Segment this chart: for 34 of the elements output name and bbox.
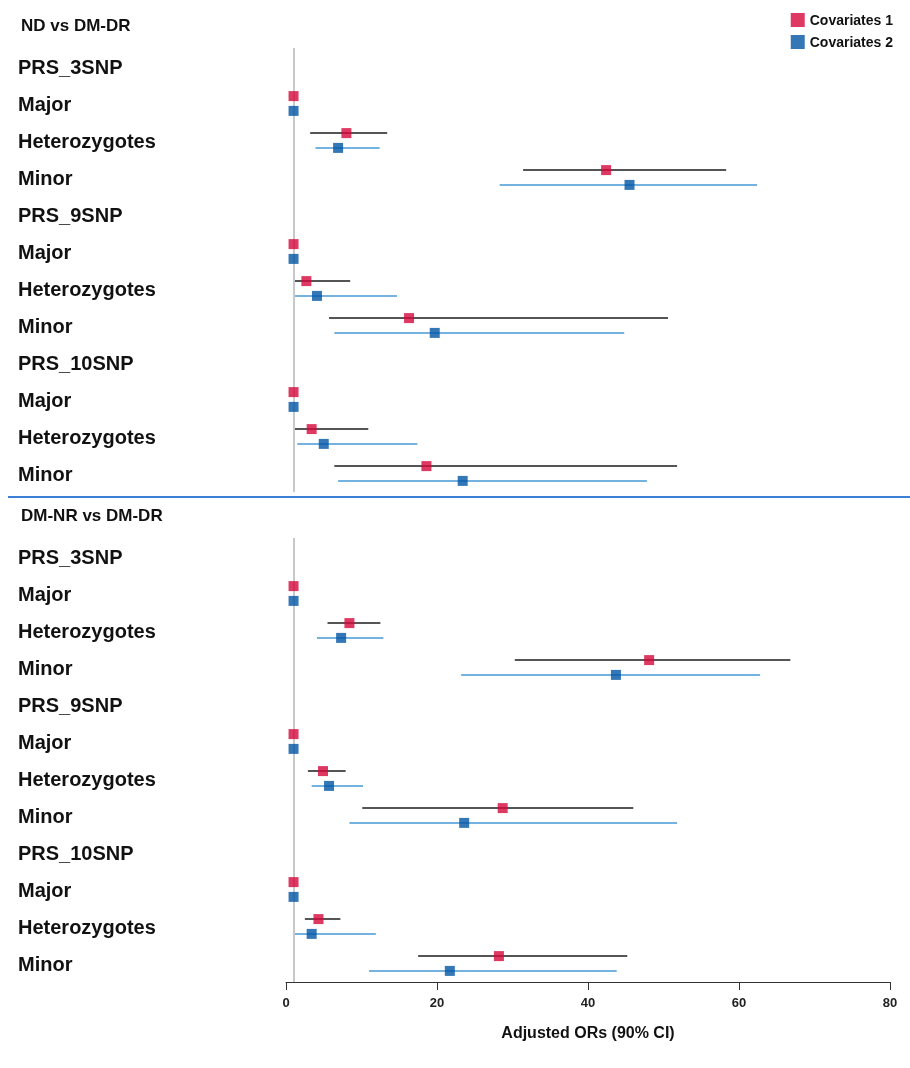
y-tick-label: PRS_3SNP — [18, 55, 123, 78]
y-tick-label: Heterozygotes — [18, 129, 156, 152]
y-tick-label: Minor — [18, 462, 73, 485]
y-tick-label: Heterozygotes — [18, 425, 156, 448]
y-tick-label: Heterozygotes — [18, 767, 156, 790]
y-tick-label: Minor — [18, 314, 73, 337]
text: DM-NR vs DM-DR — [21, 506, 163, 525]
legend-label: Covariates 2 — [809, 34, 894, 50]
y-tick-label: Major — [18, 878, 72, 901]
x-tick-label: 20 — [429, 995, 445, 1010]
y-tick-label: Major — [18, 92, 72, 115]
y-tick-label: Minor — [18, 656, 73, 679]
y-tick-label: PRS_9SNP — [18, 203, 123, 226]
y-tick-label: Major — [18, 388, 72, 411]
y-tick-label: Heterozygotes — [18, 915, 156, 938]
x-axis-title: Adjusted ORs (90% CI) — [501, 1023, 675, 1041]
y-tick-label: PRS_10SNP — [18, 841, 134, 864]
text: ND vs DM-DR — [21, 16, 131, 35]
x-tick-label: 60 — [731, 995, 747, 1010]
y-tick-label: PRS_9SNP — [18, 693, 123, 716]
y-tick-label: Minor — [18, 166, 73, 189]
x-tick-label: 0 — [282, 995, 290, 1010]
y-tick-label: Minor — [18, 952, 73, 975]
x-tick-label: 40 — [580, 995, 596, 1010]
y-tick-label: Major — [18, 730, 72, 753]
y-tick-label: Heterozygotes — [18, 277, 156, 300]
y-tick-label: Major — [18, 582, 72, 605]
y-tick-label: PRS_10SNP — [18, 351, 134, 374]
legend-label: Covariates 1 — [809, 12, 894, 28]
y-tick-label: PRS_3SNP — [18, 545, 123, 568]
x-tick-label: 80 — [882, 995, 898, 1010]
y-tick-label: Minor — [18, 804, 73, 827]
y-tick-label: Heterozygotes — [18, 619, 156, 642]
y-tick-label: Major — [18, 240, 72, 263]
